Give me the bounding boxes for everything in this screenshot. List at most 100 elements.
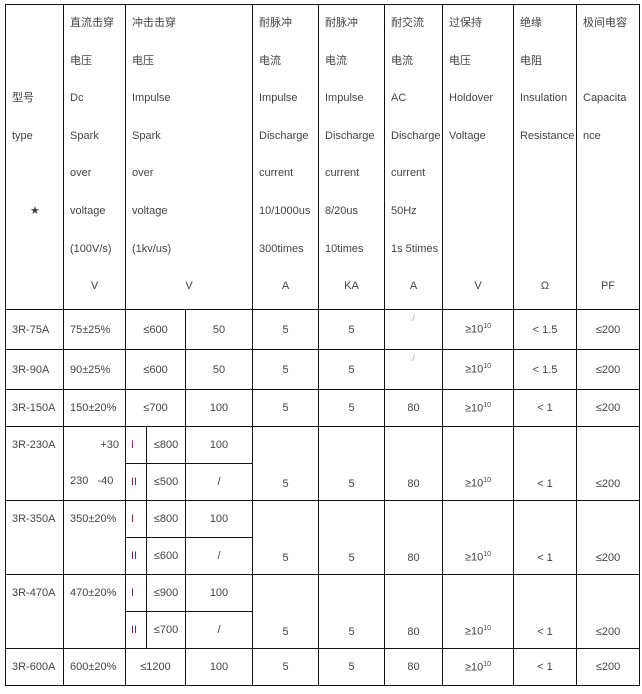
insulation-exponent: 10 xyxy=(483,363,492,371)
cell-duration: ≤200 xyxy=(576,349,640,390)
cell-impulse-current-a: 100 xyxy=(185,500,253,538)
header-line xyxy=(449,155,507,193)
header-line: 过保持 xyxy=(449,17,482,29)
header-line: V xyxy=(185,280,193,293)
cell-impulse-spark: ≤800 xyxy=(146,500,186,538)
cell-impulse-spark: ≤700 xyxy=(125,389,186,427)
cell-dc-spark: 90±25% xyxy=(63,349,126,390)
header-line: current xyxy=(391,167,426,180)
cell-grade: I xyxy=(125,426,147,464)
header-line: 电压 xyxy=(132,54,154,67)
insulation-exponent: 10 xyxy=(483,625,492,633)
header-line: Impulse xyxy=(132,92,171,105)
header-line: nce xyxy=(583,129,601,142)
header-line: Discharge xyxy=(325,129,375,142)
header-line: 50Hz xyxy=(391,204,417,217)
insulation-exponent: 10 xyxy=(483,551,492,559)
cell-insulation: ≥1010 xyxy=(442,309,514,350)
cell-ac-current: 5 xyxy=(318,426,385,501)
cell-impulse-spark: ≤600 xyxy=(125,309,186,350)
header-line: Resistance xyxy=(520,129,575,142)
header-line: 1s 5times xyxy=(391,242,439,255)
header-line: 极间电容 xyxy=(583,17,627,29)
insulation-exponent: 10 xyxy=(483,401,492,409)
header-line xyxy=(583,43,633,81)
cell-grade: II xyxy=(125,463,147,501)
cell-holdover: 80 xyxy=(384,648,443,686)
cell-capacitance: < 1 xyxy=(513,426,577,501)
header-line: V xyxy=(90,280,99,293)
header-line: Capacita xyxy=(583,92,627,105)
cell-ac-current: 5 xyxy=(318,309,385,350)
header-model-cn-2: 号 xyxy=(23,92,34,105)
insulation-base: ≥10 xyxy=(464,478,484,490)
header-model: 型号 type ★ xyxy=(5,4,64,310)
table-row: 3R-150A 150±20% ≤700 100 5 5 80 ≥1010 < 1 ≤200 xyxy=(5,389,640,427)
cell-impulse-current-ka: 5 xyxy=(252,574,319,649)
header-line xyxy=(449,231,507,269)
cell-model: 3R-600A xyxy=(5,648,64,686)
cell-holdover: / xyxy=(384,349,443,390)
star-icon: ★ xyxy=(30,204,40,217)
header-line: PF xyxy=(600,280,616,293)
cell-impulse-spark: ≤500 xyxy=(146,463,186,501)
header-line: Insulation xyxy=(520,92,568,105)
header-line: 电压 xyxy=(70,54,92,67)
cell-impulse-current-ka: 5 xyxy=(252,309,319,350)
cell-grade: I xyxy=(125,500,147,538)
header-line: 耐脉冲 xyxy=(259,17,292,29)
header-line: (100V/s) xyxy=(70,242,112,255)
insulation-exponent: 10 xyxy=(483,323,492,331)
header-line xyxy=(520,155,570,193)
header-line: current xyxy=(325,167,360,180)
cell-impulse-current-a: 50 xyxy=(185,309,253,350)
cell-insulation: ≥1010 xyxy=(442,648,514,686)
insulation-base: ≥10 xyxy=(464,661,484,674)
cell-grade: II xyxy=(125,611,147,649)
cell-impulse-current-ka: 5 xyxy=(252,389,319,427)
cell-impulse-current-a: 50 xyxy=(185,349,253,390)
header-dc: 直流击穿 电压 Dc Spark over voltage (100V/s) V xyxy=(63,4,126,310)
header-line: 10/1000us xyxy=(259,204,311,217)
cell-insulation: ≥1010 xyxy=(442,426,514,501)
header-line: A xyxy=(409,280,418,293)
cell-capacitance: < 1.5 xyxy=(513,349,577,390)
header-impulse-current-ka: 耐脉冲 电流 Impulse Discharge current 8/20us 10tim… xyxy=(318,4,385,310)
header-insulation: 绝缘 电阻 Insulation Resistance Ω xyxy=(513,4,577,310)
cell-impulse-current-a: / xyxy=(185,611,253,649)
table-row: 3R-600A 600±20% ≤1200 100 5 5 80 ≥1010 < 1 ≤200 xyxy=(5,648,640,686)
cell-capacitance: < 1 xyxy=(513,574,577,649)
cell-holdover: 80 xyxy=(384,426,443,501)
cell-impulse-current-a: 100 xyxy=(185,574,253,612)
header-line: Dc xyxy=(70,92,84,105)
insulation-base: ≥10 xyxy=(464,363,484,376)
header-ac: 耐交流 电流 AC Discharge current 50Hz 1s 5times A xyxy=(384,4,443,310)
header-line: Spark xyxy=(132,129,161,142)
cell-model: 3R-350A xyxy=(5,500,64,575)
cell-dc-spark: +30 230 -40 xyxy=(63,426,126,501)
cell-dc-spark: 470±20% xyxy=(63,574,126,649)
header-line: 直流击穿 xyxy=(70,17,114,29)
cell-duration: ≤200 xyxy=(576,309,640,350)
cell-impulse-spark: ≤700 xyxy=(146,611,186,649)
header-line: 电压 xyxy=(449,54,471,67)
cell-duration: ≤200 xyxy=(576,574,640,649)
cell-grade: I xyxy=(125,574,147,612)
table-row: 3R-90A 90±25% ≤600 50 5 5/≥1010 < 1.5 ≤200 xyxy=(5,349,640,390)
insulation-base: ≥10 xyxy=(464,552,484,564)
insulation-base: ≥10 xyxy=(464,323,484,336)
header-line: over xyxy=(132,167,154,180)
header-line: 电流 xyxy=(391,54,413,67)
header-line: 耐脉冲 xyxy=(325,17,358,29)
header-holdover: 过保持 电压 Holdover Voltage V xyxy=(442,4,514,310)
header-line: 300times xyxy=(259,242,304,255)
header-line: Impulse xyxy=(325,92,364,105)
cell-model: 3R-75A xyxy=(5,309,64,350)
header-impulse-current-a: 耐脉冲 电流 Impulse Discharge current 10/1000us 300… xyxy=(252,4,319,310)
insulation-base: ≥10 xyxy=(464,626,484,638)
spark-gap-spec-table: 型号 type ★ 直流击穿 电压 Dc Spark over voltage (100V/s)… xyxy=(5,4,640,686)
cell-impulse-current-ka: 5 xyxy=(252,349,319,390)
header-line: 电流 xyxy=(259,54,281,67)
cell-capacitance: < 1 xyxy=(513,500,577,575)
cell-duration: ≤200 xyxy=(576,426,640,501)
